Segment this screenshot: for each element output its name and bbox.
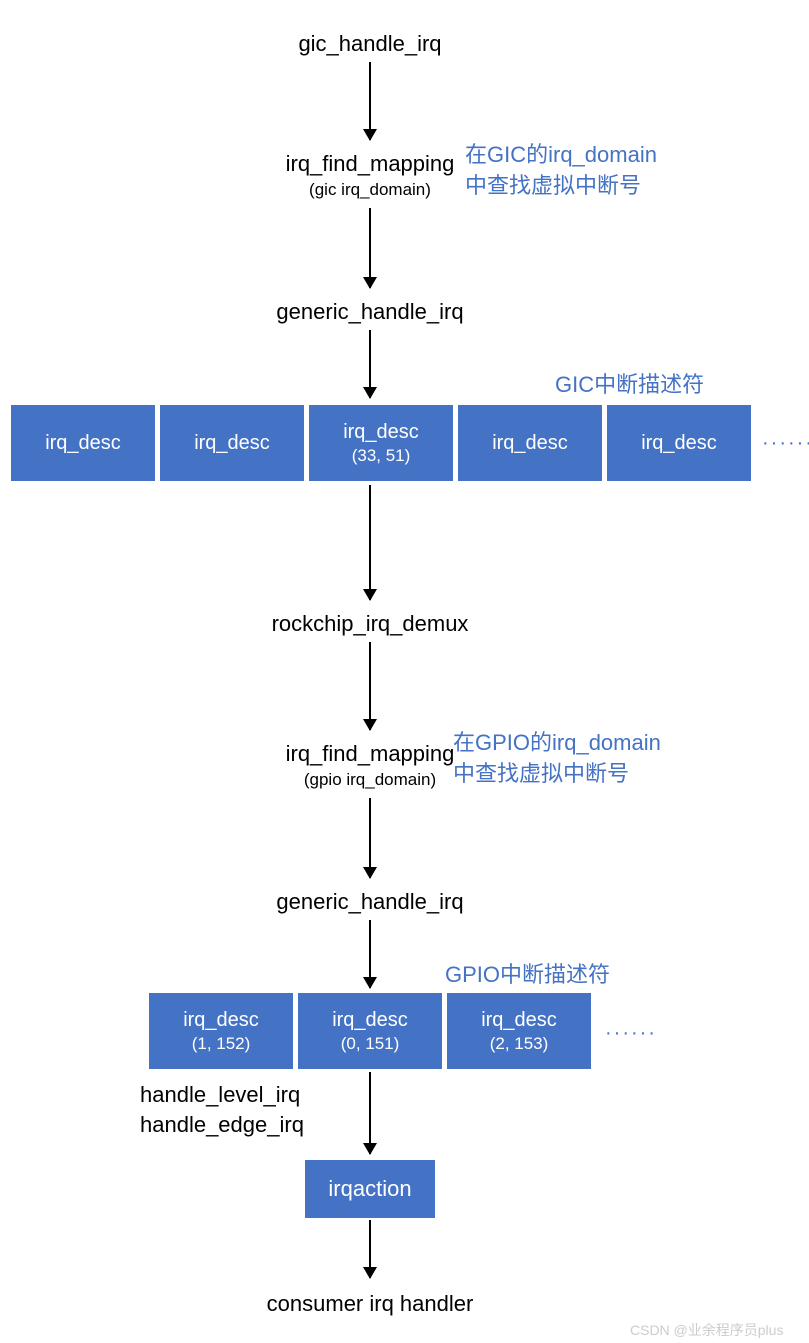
- line2: 中查找虚拟中断号: [465, 171, 657, 202]
- box-label: irq_desc: [194, 430, 270, 456]
- gpio-desc-row: irq_desc(1, 152)irq_desc(0, 151)irq_desc…: [148, 992, 592, 1070]
- arrow: [369, 62, 371, 140]
- irq-desc-box: irq_desc: [457, 404, 603, 482]
- line1: handle_level_irq: [140, 1080, 304, 1110]
- box-label: irq_desc: [332, 1007, 408, 1033]
- label: irq_find_mapping: [286, 151, 455, 176]
- line2: handle_edge_irq: [140, 1110, 304, 1140]
- handle-irq-labels: handle_level_irq handle_edge_irq: [140, 1080, 304, 1139]
- label: irq_find_mapping: [286, 741, 455, 766]
- box-sublabel: (33, 51): [352, 445, 411, 467]
- text: GIC中断描述符: [555, 372, 704, 397]
- label: generic_handle_irq: [276, 889, 463, 914]
- irq-desc-box: irq_desc(1, 152): [148, 992, 294, 1070]
- sublabel: (gic irq_domain): [270, 179, 470, 201]
- irq-desc-box: irq_desc: [10, 404, 156, 482]
- line2: 中查找虚拟中断号: [453, 759, 661, 790]
- line1: 在GIC的irq_domain: [465, 140, 657, 171]
- box-sublabel: (1, 152): [192, 1033, 251, 1055]
- node-rockchip-irq-demux: rockchip_irq_demux: [250, 610, 490, 639]
- arrow: [369, 485, 371, 600]
- node-irq-find-mapping-gpio: irq_find_mapping (gpio irq_domain): [270, 740, 470, 791]
- node-gic-handle-irq: gic_handle_irq: [270, 30, 470, 59]
- watermark: CSDN @业余程序员plus: [630, 1320, 783, 1340]
- label: consumer irq handler: [267, 1291, 474, 1316]
- box-label: irq_desc: [641, 430, 717, 456]
- gpio-dots: ······: [605, 1022, 657, 1045]
- arrow: [369, 330, 371, 398]
- node-generic-handle-irq-2: generic_handle_irq: [250, 888, 490, 917]
- node-generic-handle-irq-1: generic_handle_irq: [250, 298, 490, 327]
- annotation-gic-desc: GIC中断描述符: [555, 370, 704, 401]
- node-irq-find-mapping-gic: irq_find_mapping (gic irq_domain): [270, 150, 470, 201]
- box-label: irq_desc: [183, 1007, 259, 1033]
- node-consumer-irq-handler: consumer irq handler: [240, 1290, 500, 1319]
- irq-desc-box: irq_desc(2, 153): [446, 992, 592, 1070]
- gic-dots: ······: [762, 432, 809, 455]
- arrow: [369, 208, 371, 288]
- text: GPIO中断描述符: [445, 962, 610, 987]
- box-sublabel: (2, 153): [490, 1033, 549, 1055]
- arrow: [369, 920, 371, 988]
- label: generic_handle_irq: [276, 299, 463, 324]
- irq-desc-box: irq_desc: [159, 404, 305, 482]
- arrow: [369, 798, 371, 878]
- arrow: [369, 1072, 371, 1154]
- irq-desc-box: irq_desc(33, 51): [308, 404, 454, 482]
- irqaction-box: irqaction: [305, 1160, 435, 1218]
- irq-desc-box: irq_desc(0, 151): [297, 992, 443, 1070]
- line1: 在GPIO的irq_domain: [453, 728, 661, 759]
- gic-desc-row: irq_descirq_descirq_desc(33, 51)irq_desc…: [10, 404, 752, 482]
- box-label: irq_desc: [45, 430, 121, 456]
- box-label: irq_desc: [481, 1007, 557, 1033]
- arrow: [369, 642, 371, 730]
- box-label: irq_desc: [492, 430, 568, 456]
- arrow: [369, 1220, 371, 1278]
- box-label: irq_desc: [343, 419, 419, 445]
- sublabel: (gpio irq_domain): [270, 769, 470, 791]
- irq-desc-box: irq_desc: [606, 404, 752, 482]
- box-sublabel: (0, 151): [341, 1033, 400, 1055]
- label: irqaction: [328, 1176, 411, 1202]
- annotation-gic-domain: 在GIC的irq_domain 中查找虚拟中断号: [465, 140, 657, 202]
- annotation-gpio-domain: 在GPIO的irq_domain 中查找虚拟中断号: [453, 728, 661, 790]
- label: gic_handle_irq: [298, 31, 441, 56]
- label: rockchip_irq_demux: [272, 611, 469, 636]
- annotation-gpio-desc: GPIO中断描述符: [445, 960, 610, 991]
